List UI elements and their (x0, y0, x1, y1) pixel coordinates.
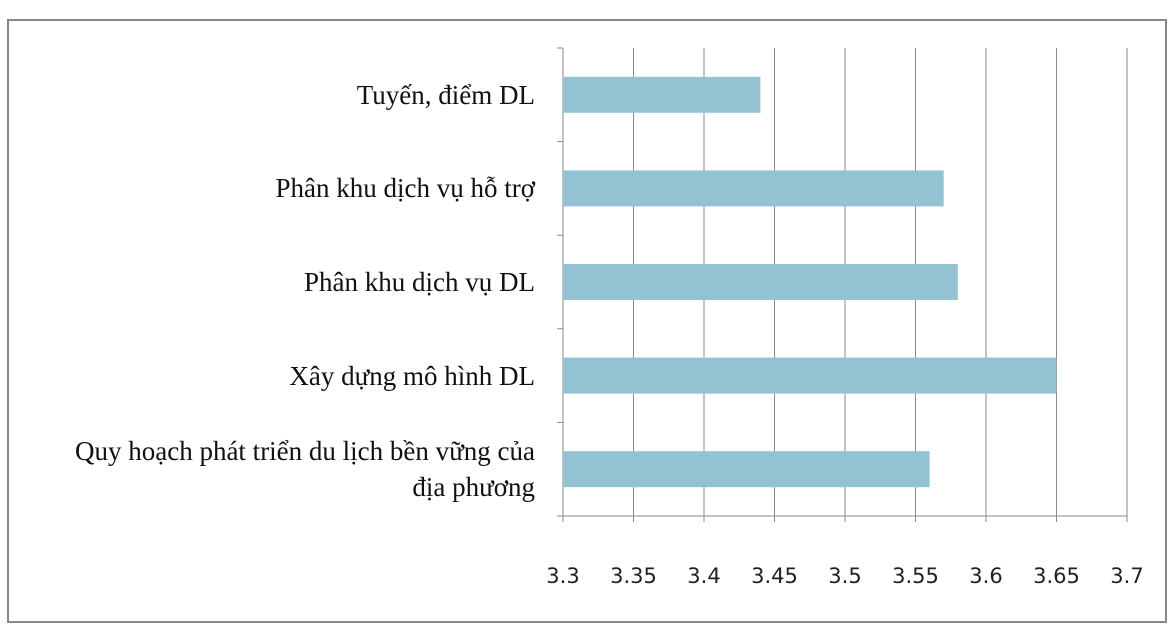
x-tick-label: 3.5 (828, 564, 861, 588)
chart-border (7, 19, 1167, 623)
y-tick-label: Phân khu dịch vụ hỗ trợ (275, 173, 535, 204)
y-tick-label: Phân khu dịch vụ DL (304, 267, 535, 297)
x-tick-label: 3.6 (969, 564, 1002, 588)
bar (563, 170, 944, 207)
bar (563, 76, 761, 113)
bar (563, 357, 1057, 394)
y-tick-label: Xây dựng mô hình DL (289, 360, 535, 391)
bar (563, 451, 930, 488)
x-tick-label: 3.55 (892, 564, 939, 588)
x-tick-label: 3.45 (751, 564, 798, 588)
y-tick-label: Quy hoạch phát triển du lịch bền vững củ… (74, 436, 535, 503)
bar (563, 264, 958, 300)
x-tick-label: 3.3 (546, 564, 579, 588)
x-tick-label: 3.35 (610, 564, 657, 588)
x-tick-label: 3.4 (687, 564, 720, 588)
x-tick-label: 3.7 (1110, 564, 1143, 588)
y-tick-label: Tuyến, điểm DL (356, 79, 535, 110)
x-tick-label: 3.65 (1033, 564, 1080, 588)
